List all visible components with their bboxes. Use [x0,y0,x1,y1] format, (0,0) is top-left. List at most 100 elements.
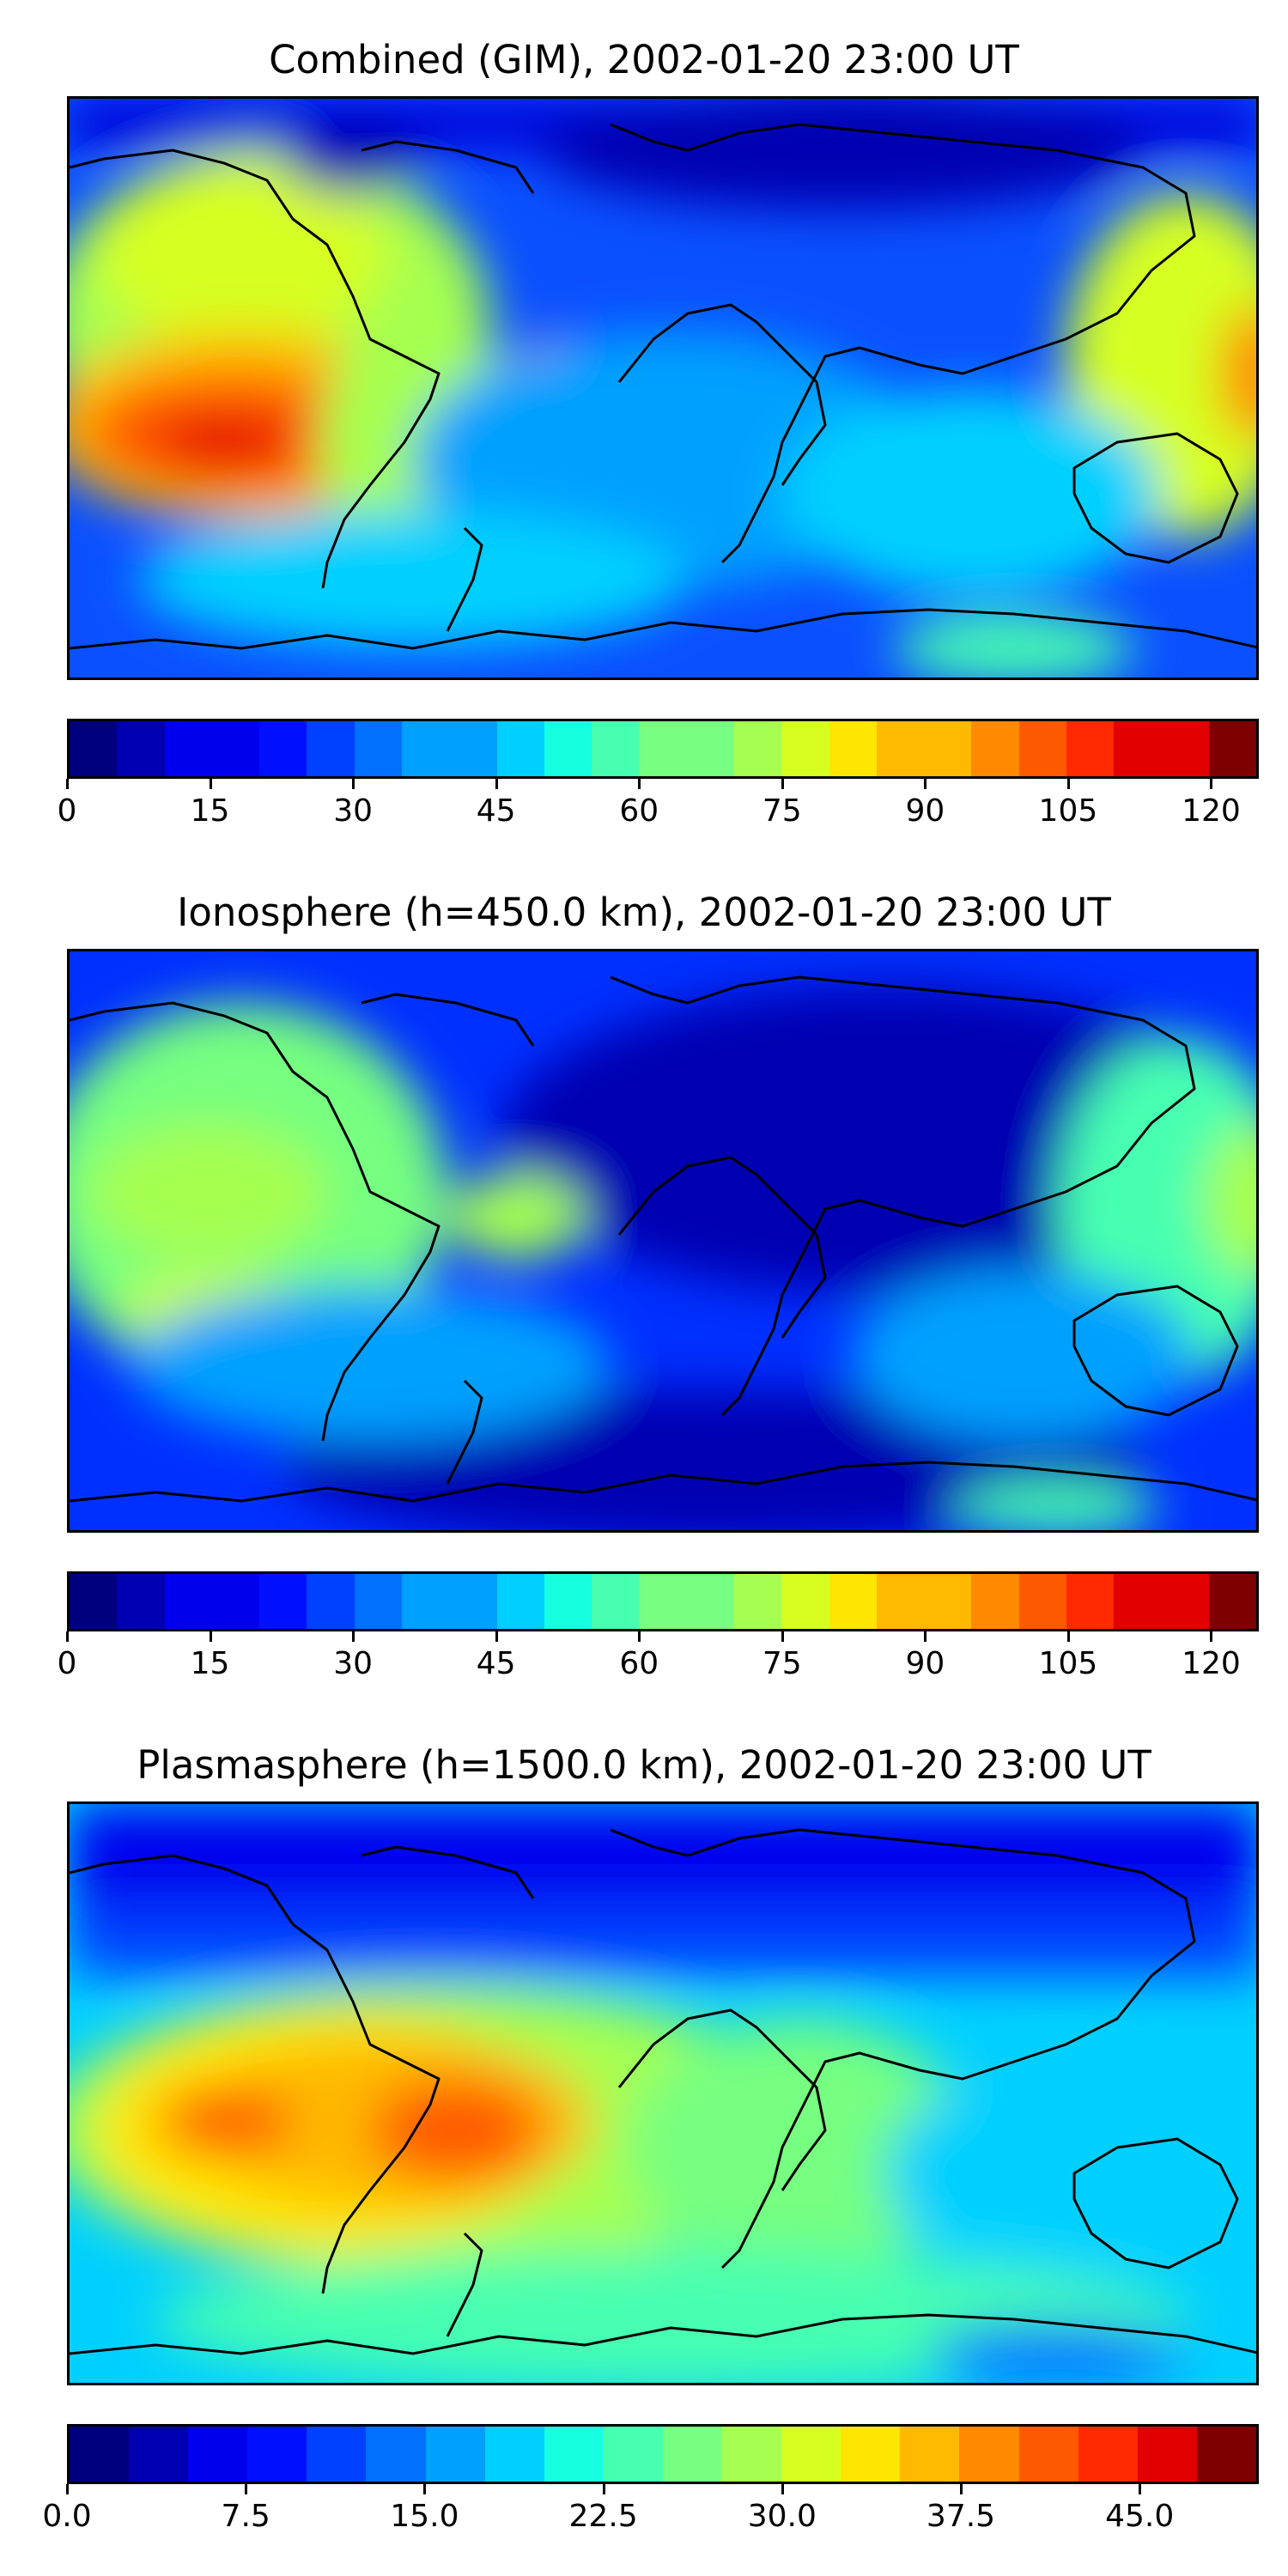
colorbar-tick-mark [209,1631,212,1642]
colorbar-segment [924,1574,972,1629]
colorbar-tick-mark [924,1631,927,1642]
colorbar-segment [1161,1574,1209,1629]
colorbar-segment [781,721,829,776]
map-combined [67,96,1259,680]
colorbar-segment [900,2427,960,2482]
colorbar-segment [1137,2427,1197,2482]
tec-map-combined [70,99,1256,677]
colorbar-segment [1196,2427,1256,2482]
colorbar-tick-mark [245,2484,248,2494]
colorbar-segment [603,2427,663,2482]
colorbar-segment [211,721,260,776]
colorbar-segment [307,1574,355,1629]
panel-title-ionosphere: Ionosphere (h=450.0 km), 2002-01-20 23:0… [177,890,1111,935]
colorbar-tick-mark [638,1631,641,1642]
colorbar-tick-label: 22.5 [568,2499,638,2534]
colorbar-tick-mark [1210,779,1213,789]
colorbar-tick-mark [924,779,927,789]
colorbar-segment [1078,2427,1138,2482]
colorbar-segment [1066,1574,1115,1629]
colorbar-segment [733,1574,782,1629]
colorbar-tick-mark [66,1631,69,1642]
colorbar-tick-mark [1210,1631,1213,1642]
coastlines [70,975,1256,1503]
colorbar-segment [307,2427,367,2482]
colorbar-segment [259,1574,307,1629]
colorbar-tick-label: 0 [57,793,77,829]
colorbar-segment [971,721,1019,776]
colorbar-segment [247,2427,307,2482]
colorbar-tick-label: 30 [333,793,374,829]
colorbar-tick-label: 30 [333,1646,374,1681]
colorbar-tick-label: 105 [1038,793,1098,829]
colorbar-tick-label: 45 [476,1646,516,1681]
colorbar-segment [544,1574,592,1629]
colorbar-tick-label: 30.0 [747,2499,817,2534]
colorbar-tick-label: 90 [905,1646,945,1681]
colorbar-tick-label: 15 [190,793,230,829]
colorbar-segment [449,1574,497,1629]
colorbar-segment [259,721,307,776]
colorbar-segment [1208,1574,1256,1629]
colorbar-tick-mark [1066,779,1070,789]
colorbar-tick-mark [1066,1631,1070,1642]
colorbar-segment [1114,721,1162,776]
colorbar-segment [781,1574,829,1629]
colorbar-segment [1018,2427,1078,2482]
colorbar-segment [924,721,972,776]
colorbar-tick-mark [495,779,498,789]
colorbar-segment [354,1574,402,1629]
colorbar-segment [1114,1574,1162,1629]
colorbar-tick-mark [1139,2484,1142,2494]
colorbar-tick-mark [209,779,212,789]
colorbar-segment [484,2427,544,2482]
colorbar-segment [829,1574,877,1629]
colorbar-tick-label: 15.0 [390,2499,459,2534]
colorbar-segment [401,721,450,776]
colorbar-segment [639,1574,687,1629]
colorbar-segment [401,1574,450,1629]
colorbar-tick-label: 75 [762,1646,802,1681]
tec-map-ionosphere [70,951,1256,1530]
colorbar-tick-label: 15 [190,1646,230,1681]
colorbar-segment [841,2427,901,2482]
colorbar-ticks-combined: 0 15 30 45 60 75 90 105 120 [58,779,1259,830]
colorbar-tick-label: 75 [762,793,802,829]
colorbar-segment [733,721,782,776]
colorbar-segment [117,1574,165,1629]
colorbar-tick-label: 120 [1182,1646,1241,1681]
colorbar-tick-mark [495,1631,498,1642]
colorbar-segment [117,721,165,776]
colorbar-segment [781,2427,841,2482]
colorbar-segment [1018,1574,1066,1629]
colorbar-tick-label: 105 [1038,1646,1098,1681]
colorbar-segment [662,2427,723,2482]
colorbar-segment [876,1574,925,1629]
colorbar-tick-mark [352,779,355,789]
colorbar-tick-mark [66,779,69,789]
colorbar-segment [164,1574,212,1629]
colorbar-tick-mark [352,1631,355,1642]
colorbar-segment [686,721,734,776]
colorbar-segment [129,2427,189,2482]
colorbar-segment [592,721,640,776]
colorbar-tick-mark [66,2484,69,2494]
colorbar-ticks-plasmasphere: 0.0 7.5 15.0 22.5 30.0 37.5 45.0 [42,2484,1259,2536]
colorbar-tick-mark [423,2484,427,2494]
colorbar-segment [188,2427,248,2482]
panel-title-plasmasphere: Plasmasphere (h=1500.0 km), 2002-01-20 2… [137,1742,1151,1788]
coastlines [70,123,1256,650]
colorbar-segment [959,2427,1019,2482]
colorbar-tick-label: 90 [905,793,945,829]
colorbar-segment [164,721,212,776]
colorbar-segment [639,721,687,776]
colorbar-segment [70,2427,130,2482]
colorbar-tick-label: 45.0 [1105,2499,1175,2534]
colorbar-tick-label: 37.5 [926,2499,996,2534]
colorbar-tick-mark [781,2484,784,2494]
colorbar-ticks-ionosphere: 0 15 30 45 60 75 90 105 120 [58,1631,1259,1683]
colorbar-ionosphere [67,1571,1259,1631]
colorbar-segment [425,2427,485,2482]
panel-title-combined: Combined (GIM), 2002-01-20 23:00 UT [269,37,1019,82]
colorbar-segment [686,1574,734,1629]
